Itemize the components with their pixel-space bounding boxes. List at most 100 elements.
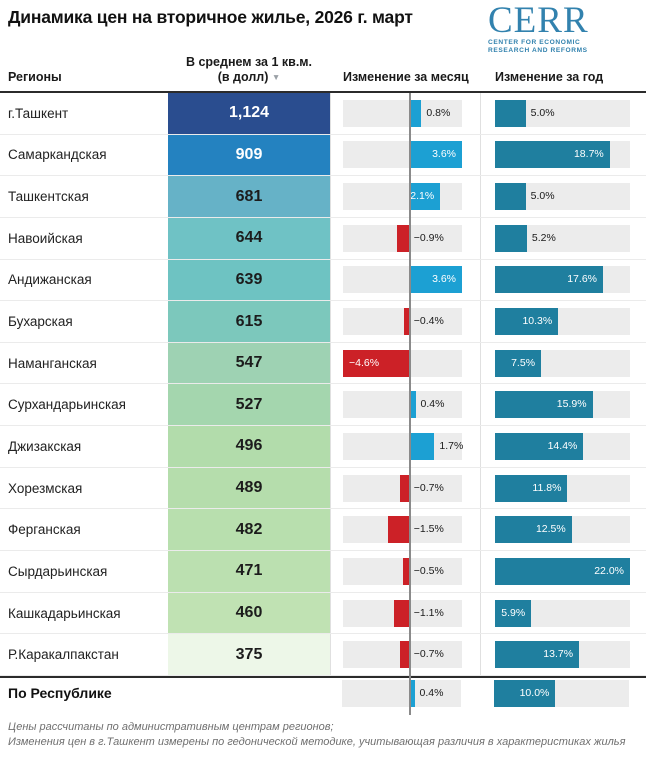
- month-bar-track: 0.4%: [342, 679, 461, 707]
- price-cell: 1,124: [168, 93, 330, 134]
- year-change-label: 15.9%: [556, 398, 587, 411]
- month-change-label: −0.5%: [413, 564, 444, 577]
- month-change-cell: −1.1%: [330, 592, 480, 634]
- year-change-bar: [495, 641, 580, 669]
- year-bar-track: 5.0%: [495, 183, 630, 211]
- column-header-price[interactable]: В среднем за 1 кв.м. (в долл) ▼: [168, 55, 330, 86]
- month-change-cell: −0.4%: [330, 301, 480, 342]
- month-bar-track: −0.5%: [343, 557, 462, 585]
- year-bar-track: 5.0%: [495, 99, 630, 127]
- year-change-label: 5.0%: [530, 106, 555, 119]
- price-cell: 375: [168, 634, 330, 675]
- month-change-bar: [409, 391, 416, 419]
- year-change-cell: 5.9%: [480, 592, 646, 634]
- year-change-label: 18.7%: [573, 148, 604, 161]
- year-change-cell: 10.0%: [480, 678, 646, 709]
- logo-subtitle-line2: RESEARCH AND REFORMS: [488, 47, 588, 54]
- year-change-bar: [494, 679, 556, 707]
- region-name: Хорезмская: [8, 480, 83, 496]
- month-change-label: −0.7%: [413, 648, 444, 661]
- year-change-label: 12.5%: [535, 523, 566, 536]
- year-change-label: 7.5%: [511, 356, 536, 369]
- month-change-bar: [387, 516, 410, 544]
- month-change-bar: [409, 141, 462, 169]
- region-name: Самаркандская: [8, 147, 107, 163]
- price-cell: 496: [168, 426, 330, 467]
- year-change-label: 5.2%: [531, 231, 556, 244]
- month-bar-track: 3.6%: [343, 266, 462, 294]
- column-header-month-change: Изменение за месяц: [343, 70, 469, 85]
- region-name: г.Ташкент: [8, 105, 69, 121]
- month-bar-track: −1.1%: [343, 599, 462, 627]
- year-change-cell: 5.0%: [480, 176, 646, 217]
- month-change-cell: −4.6%: [330, 342, 480, 384]
- table-row: Сурхандарьинская 527 0.4% 15.9%: [0, 384, 646, 427]
- table-row: Андижанская 639 3.6% 17.6%: [0, 259, 646, 302]
- month-change-bar: [396, 224, 410, 252]
- month-change-cell: −0.7%: [330, 634, 480, 675]
- month-change-bar: [393, 599, 410, 627]
- month-change-bar: [409, 99, 422, 127]
- year-change-bar: [495, 308, 559, 336]
- region-name: Бухарская: [8, 314, 73, 330]
- price-cell: 527: [168, 384, 330, 426]
- month-bar-track: −0.7%: [343, 474, 462, 502]
- month-change-bar: [403, 308, 410, 336]
- price-cell: 547: [168, 342, 330, 384]
- year-change-cell: 17.6%: [480, 259, 646, 301]
- month-change-cell: 3.6%: [330, 259, 480, 301]
- region-name: Кашкадарьинская: [8, 605, 121, 621]
- month-change-cell: 0.4%: [330, 384, 480, 426]
- table-row: Навоийская 644 −0.9% 5.2%: [0, 217, 646, 260]
- year-change-cell: 15.9%: [480, 384, 646, 426]
- footnote-line-1: Цены рассчитаны по административным цент…: [8, 720, 334, 733]
- month-change-bar: [408, 679, 415, 707]
- region-name: Навоийская: [8, 230, 83, 246]
- price-cell: 681: [168, 176, 330, 217]
- summary-label: По Республике: [8, 685, 112, 702]
- table-row: Ташкентская 681 2.1% 5.0%: [0, 176, 646, 218]
- table-row: Бухарская 615 −0.4% 10.3%: [0, 301, 646, 343]
- month-change-label: 0.4%: [420, 398, 445, 411]
- region-name: Ташкентская: [8, 189, 89, 205]
- year-change-bar: [495, 391, 593, 419]
- price-cell: 639: [168, 259, 330, 301]
- table-body: г.Ташкент 1,124 0.8% 5.0% Самаркандская 909 3.…: [0, 93, 646, 715]
- cerr-logo: CERR CENTER FOR ECONOMIC RESEARCH AND RE…: [488, 2, 636, 55]
- table-row: Кашкадарьинская 460 −1.1% 5.9%: [0, 592, 646, 635]
- price-cell: 471: [168, 551, 330, 592]
- month-bar-track: 2.1%: [343, 183, 462, 211]
- column-header-regions: Регионы: [8, 70, 62, 85]
- year-change-cell: 18.7%: [480, 134, 646, 176]
- table-row: Сырдарьинская 471 −0.5% 22.0%: [0, 551, 646, 593]
- year-bar-track: 18.7%: [495, 141, 630, 169]
- region-name: Наманганская: [8, 355, 97, 371]
- table-row: Наманганская 547 −4.6% 7.5%: [0, 342, 646, 385]
- year-change-label: 5.0%: [530, 190, 555, 203]
- month-change-bar: [343, 349, 410, 377]
- region-name: Ферганская: [8, 522, 81, 538]
- year-change-cell: 22.0%: [480, 551, 646, 592]
- year-change-cell: 5.0%: [480, 93, 646, 134]
- year-change-cell: 10.3%: [480, 301, 646, 342]
- year-change-cell: 5.2%: [480, 217, 646, 259]
- month-change-label: 1.7%: [439, 439, 464, 452]
- column-header-row: Регионы В среднем за 1 кв.м. (в долл) ▼ …: [0, 46, 646, 93]
- year-change-bar: [495, 266, 603, 294]
- price-cell: 482: [168, 509, 330, 551]
- month-change-label: −4.6%: [349, 356, 380, 369]
- year-bar-track: 5.2%: [495, 224, 630, 252]
- year-change-bar: [495, 141, 610, 169]
- price-cell: 615: [168, 301, 330, 342]
- region-name: Сырдарьинская: [8, 563, 108, 579]
- year-change-bar: [495, 224, 527, 252]
- month-change-cell: −0.9%: [330, 217, 480, 259]
- year-change-bar: [495, 557, 630, 585]
- year-bar-track: 7.5%: [495, 349, 630, 377]
- month-change-label: −1.1%: [413, 606, 444, 619]
- year-bar-track: 15.9%: [495, 391, 630, 419]
- month-bar-track: −0.4%: [343, 308, 462, 336]
- year-change-bar: [495, 516, 572, 544]
- month-change-bar: [402, 557, 410, 585]
- month-change-cell: 2.1%: [330, 176, 480, 217]
